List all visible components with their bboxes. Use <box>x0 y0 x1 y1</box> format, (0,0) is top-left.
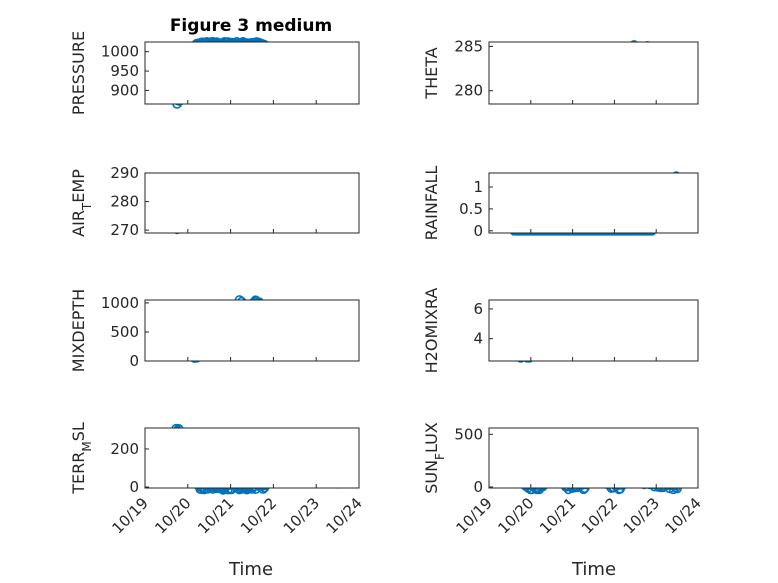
x-tick-label: 10/20 <box>494 494 537 537</box>
y-tick-label: 0 <box>473 222 483 240</box>
y-tick-label: 285 <box>454 37 483 55</box>
axes-box <box>144 172 360 234</box>
x-tick-label: 10/22 <box>578 494 621 537</box>
y-tick-label: 1000 <box>101 294 139 312</box>
axes-box <box>488 427 699 489</box>
axes-box <box>488 41 699 105</box>
y-axis-label: SUNFLUX <box>422 422 447 494</box>
axes-box <box>144 41 360 105</box>
x-tick-label: 10/21 <box>536 494 579 537</box>
y-axis-label: THETA <box>422 47 441 99</box>
subplot-theta: 280 285 THETA <box>422 37 699 105</box>
subplot-rainfall: 0 0.5 1 RAINFALL <box>422 166 699 241</box>
subplot-air-temp: 270 280 290 AIRTEMP <box>69 164 360 239</box>
x-tick-label: 10/24 <box>323 494 366 537</box>
y-tick-label: 270 <box>110 221 139 239</box>
subplot-h2omixra: 4 6 H2OMIXRA <box>422 288 699 374</box>
y-tick-label: 200 <box>110 440 139 458</box>
y-axis-label: TERRMSL <box>69 422 94 495</box>
y-tick-label: 1 <box>473 178 483 196</box>
x-tick-label: 10/22 <box>237 494 280 537</box>
x-tick-label: 10/23 <box>280 494 323 537</box>
y-tick-label: 280 <box>110 193 139 211</box>
y-tick-label: 500 <box>454 425 483 443</box>
y-axis-label: RAINFALL <box>422 166 441 241</box>
y-tick-label: 500 <box>110 323 139 341</box>
y-axis-label: H2OMIXRA <box>422 288 441 374</box>
x-tick-label: 10/23 <box>620 494 663 537</box>
y-tick-label: 950 <box>110 62 139 80</box>
y-tick-label: 290 <box>110 164 139 182</box>
y-axis-label: PRESSURE <box>69 31 88 115</box>
y-tick-label: 0 <box>473 478 483 496</box>
y-tick-label: 0 <box>129 352 139 370</box>
figure-title: Figure 3 medium <box>170 16 332 36</box>
x-tick-label: 10/19 <box>453 494 496 537</box>
subplot-terr-msl: 0 200 10/19 10/20 10/21 10/22 10/23 10/24 TERRMS… <box>69 422 366 537</box>
subplot-mixdepth: 0 500 1000 MIXDEPTH <box>69 289 360 372</box>
y-axis-label: MIXDEPTH <box>69 289 88 372</box>
y-tick-label: 1000 <box>101 43 139 61</box>
y-tick-label: 0.5 <box>459 200 483 218</box>
axes-box <box>144 427 360 489</box>
y-tick-label: 4 <box>473 330 483 348</box>
axes-box <box>144 299 360 362</box>
axes-box <box>488 299 699 362</box>
x-axis-label-right: Time <box>571 559 616 580</box>
x-tick-label: 10/24 <box>662 494 705 537</box>
x-tick-label: 10/21 <box>194 494 237 537</box>
y-tick-label: 280 <box>454 82 483 100</box>
x-tick-label: 10/19 <box>109 494 152 537</box>
y-tick-label: 900 <box>110 81 139 99</box>
x-axis-label-left: Time <box>228 559 273 580</box>
y-tick-label: 6 <box>473 300 483 318</box>
axes-box <box>488 172 699 234</box>
y-axis-label: AIRTEMP <box>69 169 94 237</box>
x-tick-label: 10/20 <box>151 494 194 537</box>
y-tick-label: 0 <box>129 478 139 496</box>
